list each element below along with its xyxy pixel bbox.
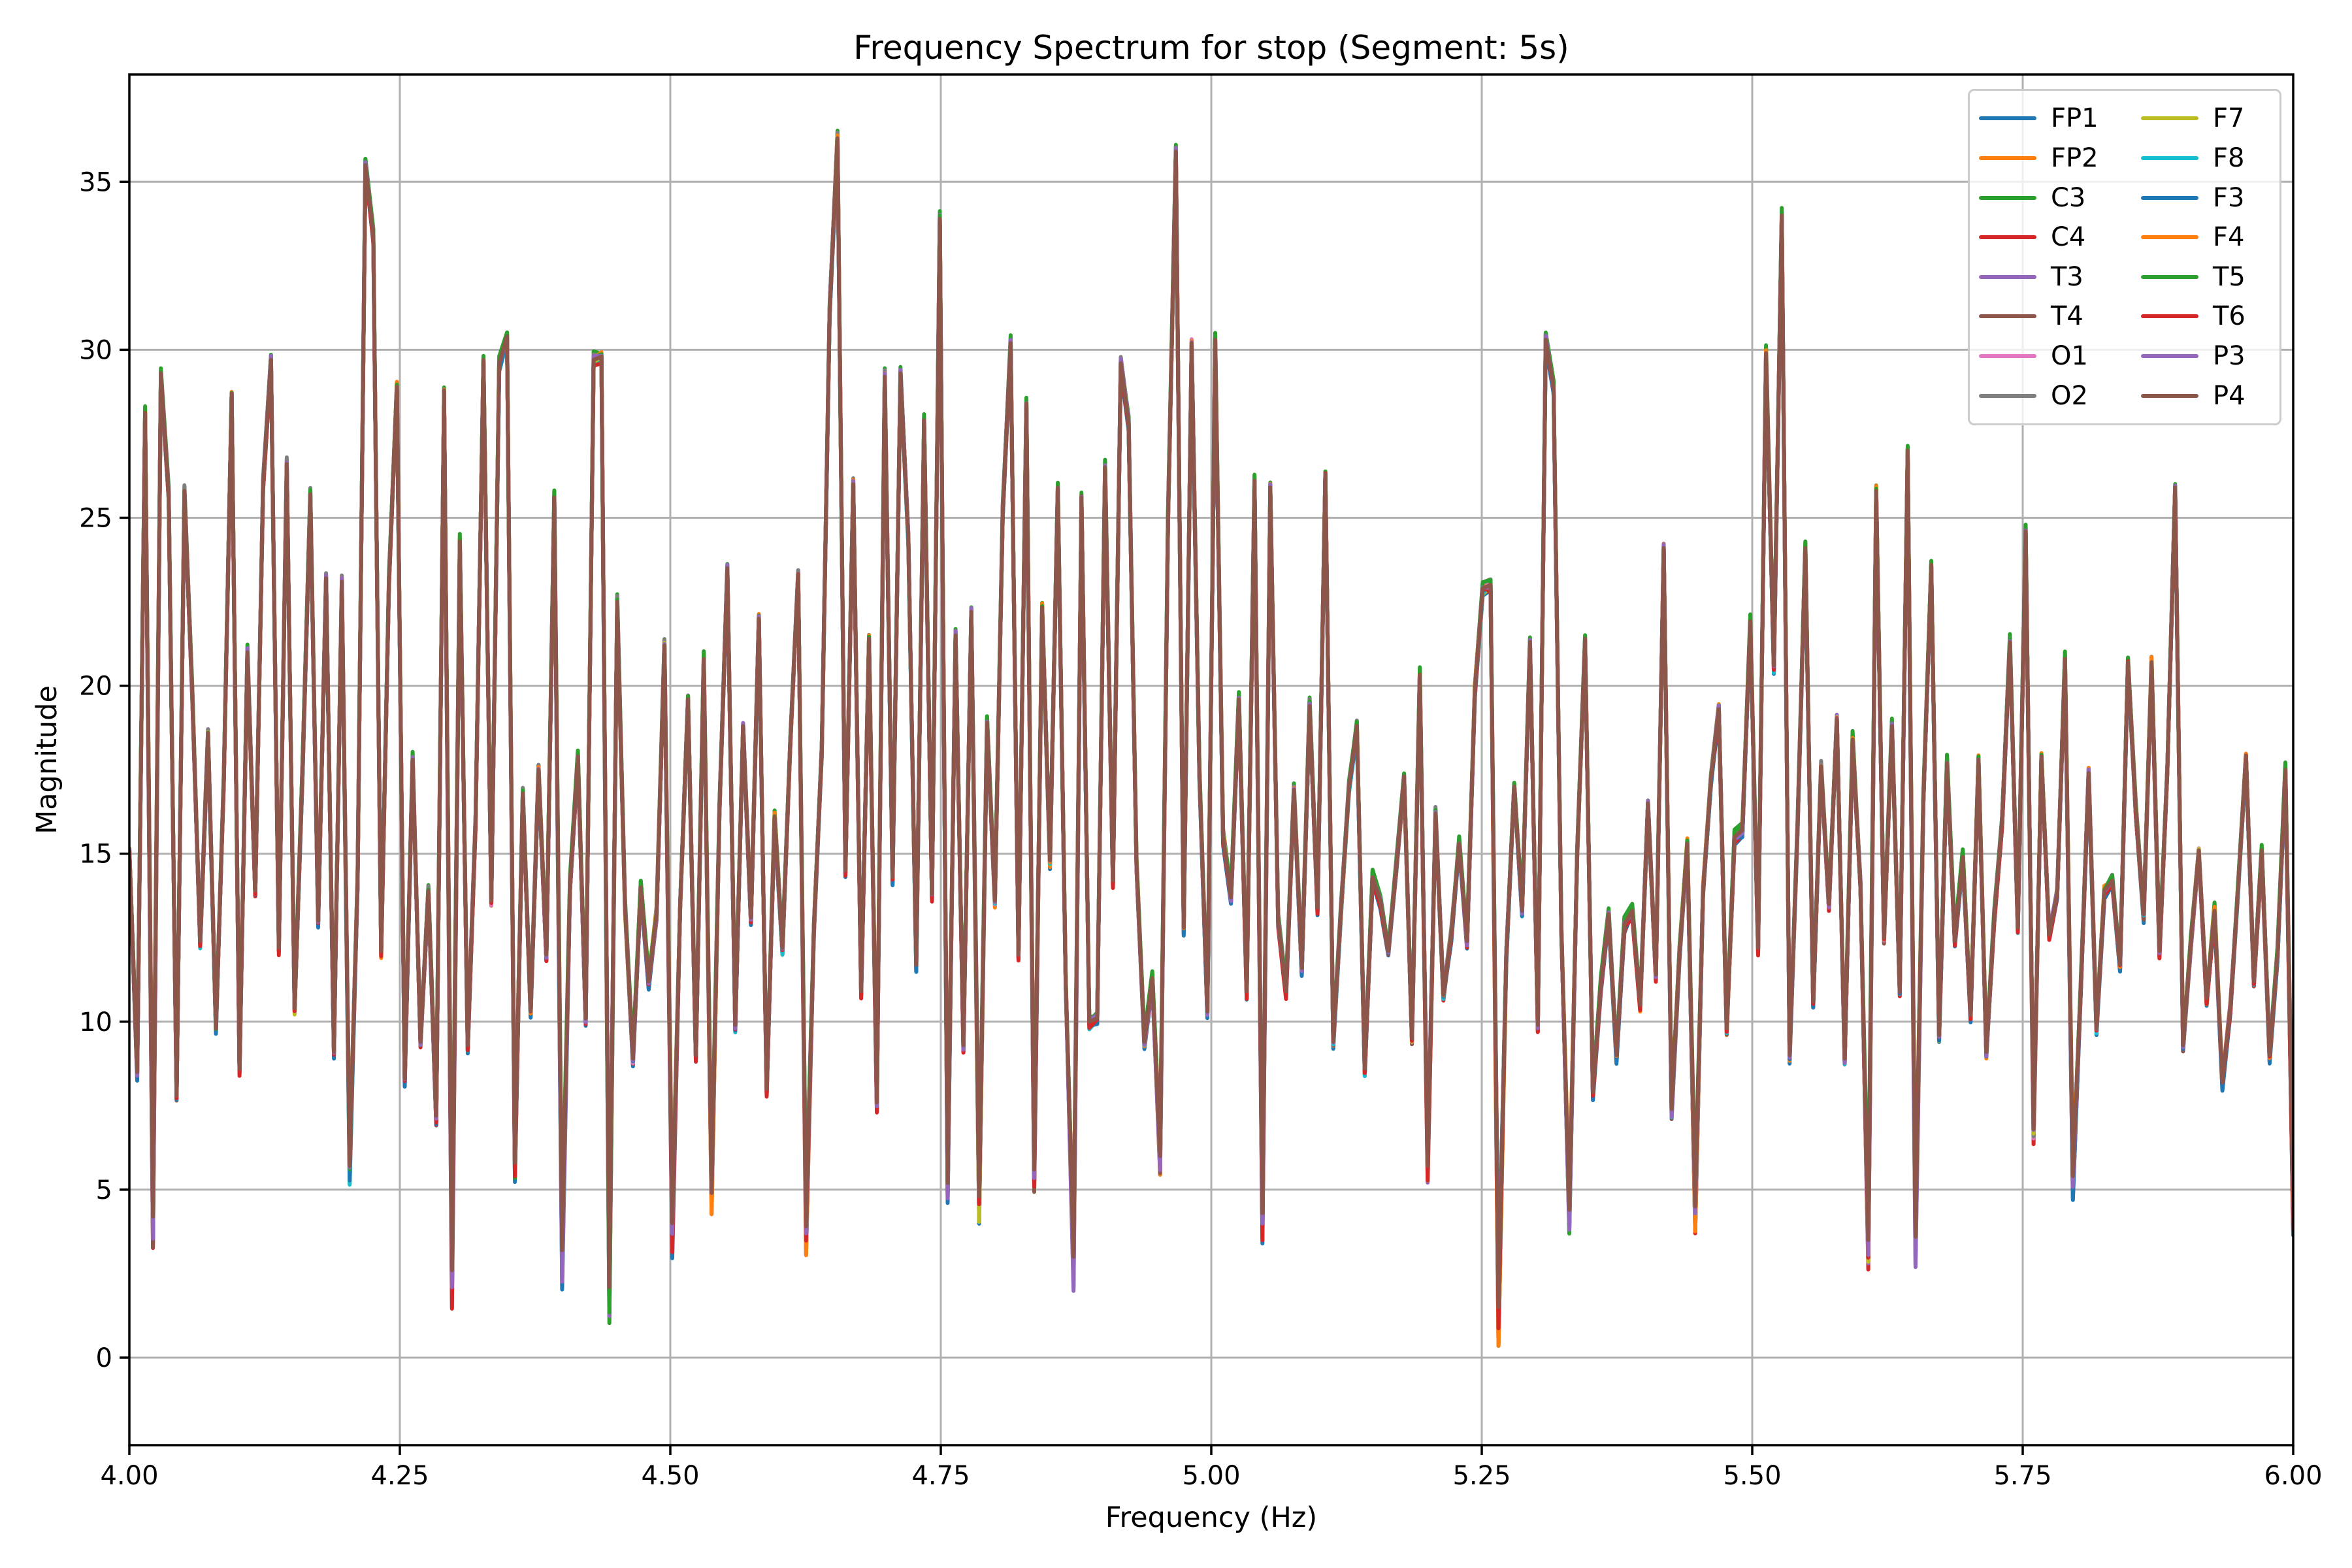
y-tick-label: 30 — [79, 335, 112, 365]
legend-entry-label: F4 — [2213, 222, 2245, 253]
legend-entry-F7: F7 — [2141, 99, 2279, 139]
legend-entry-label: O2 — [2051, 380, 2088, 411]
legend-line-swatch — [1979, 235, 2036, 240]
legend-line-swatch — [2141, 116, 2198, 121]
legend-entry-T6: T6 — [2141, 297, 2279, 336]
legend-entry-label: FP2 — [2051, 142, 2099, 173]
y-tick-label: 10 — [79, 1007, 112, 1037]
legend-entry-label: P3 — [2213, 341, 2246, 372]
legend-entry-label: C4 — [2051, 222, 2086, 253]
x-tick-label: 4.50 — [641, 1461, 699, 1491]
series-line-P4 — [129, 136, 2293, 1309]
legend-entry-T3: T3 — [1979, 257, 2141, 297]
legend-entry-F8: F8 — [2141, 139, 2279, 178]
x-tick-label: 5.00 — [1182, 1461, 1240, 1491]
legend-entry-T5: T5 — [2141, 257, 2279, 297]
y-tick-label: 25 — [79, 504, 112, 534]
legend-entry-T4: T4 — [1979, 297, 2141, 336]
legend-entry-label: C3 — [2051, 182, 2086, 213]
x-tick-label: 5.50 — [1723, 1461, 1781, 1491]
legend-entry-label: T5 — [2213, 261, 2246, 292]
y-axis-label: Magnitude — [31, 685, 63, 834]
legend-entry-label: FP1 — [2051, 103, 2099, 134]
legend-line-swatch — [1979, 393, 2036, 398]
y-tick-label: 5 — [96, 1175, 112, 1205]
x-axis-label: Frequency (Hz) — [1105, 1501, 1318, 1534]
legend-entry-F3: F3 — [2141, 178, 2279, 218]
legend: FP1 FP2 C3 C4 T3 T4 O1 O2 F7 F8 F3 F4 T5 T6 P3 P4 — [1968, 89, 2281, 425]
legend-entry-F4: F4 — [2141, 218, 2279, 257]
y-tick-label: 0 — [96, 1343, 112, 1373]
legend-entry-label: T3 — [2051, 261, 2083, 292]
legend-entry-C4: C4 — [1979, 218, 2141, 257]
chart-title: Frequency Spectrum for stop (Segment: 5s… — [853, 29, 1569, 67]
legend-line-swatch — [1979, 274, 2036, 279]
legend-entry-label: F3 — [2213, 182, 2245, 213]
x-tick-label: 4.75 — [911, 1461, 970, 1491]
x-tick-label: 6.00 — [2264, 1461, 2322, 1491]
legend-entry-label: F7 — [2213, 103, 2245, 134]
legend-line-swatch — [1979, 314, 2036, 319]
legend-entry-O1: O1 — [1979, 336, 2141, 376]
legend-line-swatch — [2141, 314, 2198, 319]
legend-entry-label: P4 — [2213, 380, 2246, 411]
legend-entry-P4: P4 — [2141, 376, 2279, 416]
legend-entry-label: T6 — [2213, 301, 2246, 332]
x-tick-label: 4.25 — [370, 1461, 429, 1491]
y-tick-label: 15 — [79, 840, 112, 870]
y-tick-label: 35 — [79, 167, 112, 197]
legend-entry-O2: O2 — [1979, 376, 2141, 416]
legend-line-swatch — [2141, 274, 2198, 279]
x-tick-label: 5.75 — [1993, 1461, 2051, 1491]
legend-line-swatch — [1979, 354, 2036, 359]
legend-entry-label: O1 — [2051, 341, 2088, 372]
x-tick-label: 5.25 — [1452, 1461, 1511, 1491]
x-tick-label: 4.00 — [100, 1461, 158, 1491]
legend-entry-FP2: FP2 — [1979, 139, 2141, 178]
y-tick-label: 20 — [79, 672, 112, 702]
legend-entry-P3: P3 — [2141, 336, 2279, 376]
legend-entry-FP1: FP1 — [1979, 99, 2141, 139]
legend-entry-label: F8 — [2213, 142, 2245, 173]
legend-line-swatch — [2141, 354, 2198, 359]
legend-entry-label: T4 — [2051, 301, 2083, 332]
legend-line-swatch — [1979, 195, 2036, 200]
legend-line-swatch — [2141, 155, 2198, 160]
legend-line-swatch — [2141, 393, 2198, 398]
legend-line-swatch — [2141, 195, 2198, 200]
legend-entry-C3: C3 — [1979, 178, 2141, 218]
legend-line-swatch — [1979, 116, 2036, 121]
legend-line-swatch — [2141, 235, 2198, 240]
legend-line-swatch — [1979, 155, 2036, 160]
